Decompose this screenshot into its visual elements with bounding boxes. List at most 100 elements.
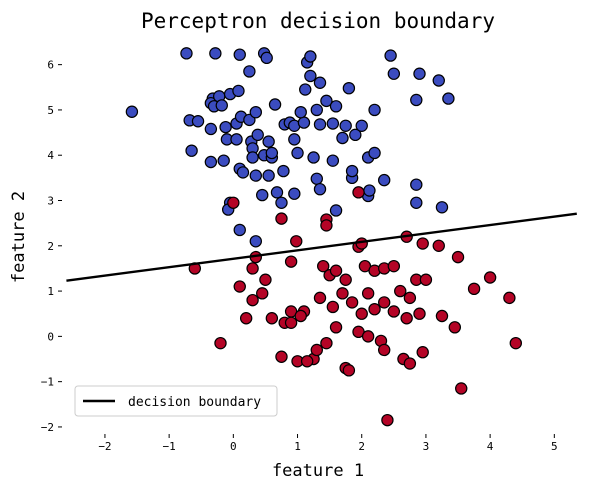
class-0-point [442,92,455,105]
x-tick-label: −2 [98,440,111,453]
class-1-point [284,255,298,268]
class-0-point [297,116,311,129]
class-0-point [299,83,312,96]
class-0-point [310,172,323,185]
class-0-point [355,119,368,132]
class-1-point [329,264,343,277]
class-1-point [214,336,227,350]
class-0-point [232,84,245,98]
y-tick-label: 1 [47,285,54,298]
class-1-point [246,262,259,275]
class-0-point [326,154,340,167]
class-0-point [262,135,275,148]
class-1-point [451,250,465,264]
class-1-point [361,287,375,300]
class-1-point [275,350,288,363]
class-1-point [361,330,375,343]
class-1-point [503,291,516,305]
class-0-point [219,120,232,134]
class-0-point [230,133,243,146]
class-1-point [275,212,288,225]
class-0-point [233,48,246,61]
class-1-point [419,273,433,286]
class-0-point [180,47,193,60]
x-axis-label: feature 1 [272,461,364,481]
class-1-point [377,343,391,357]
class-0-point [209,47,222,60]
class-0-point [349,128,362,142]
class-0-point [410,93,423,107]
class-1-point [239,312,253,325]
y-tick-label: 0 [47,330,54,343]
class-1-point [246,293,259,307]
class-1-point [467,282,481,296]
class-0-point [387,67,401,80]
class-0-point [410,196,423,209]
class-0-point [413,67,426,80]
class-0-point [185,144,198,157]
class-1-point [352,186,365,199]
class-0-point [320,94,333,108]
class-0-point [410,178,423,191]
class-1-point [320,219,333,232]
class-1-point [455,382,468,395]
class-0-point [275,196,288,209]
class-0-point [432,74,445,87]
y-tick-label: 6 [47,59,54,72]
class-0-point [246,151,259,164]
class-1-point [310,343,323,357]
class-0-point [262,169,275,182]
class-0-point [249,235,263,248]
class-0-point [215,99,228,112]
class-0-point [260,51,273,65]
x-tick-label: 1 [294,440,301,453]
class-1-point [326,300,340,314]
class-0-point [270,186,284,199]
x-axis: −2 −1 0 1 2 3 4 5 [98,434,558,453]
class-0-point [243,65,256,78]
class-1-point [300,355,314,368]
y-tick-label: 5 [47,104,54,117]
y-tick-label: 2 [47,240,54,253]
x-tick-label: 4 [487,440,494,453]
class-1-point [377,296,391,309]
class-0-point [313,76,327,89]
class-1-point [320,336,333,350]
class-1-point [290,235,303,248]
class-0-point [277,164,290,178]
chart-title: Perceptron decision boundary [141,9,495,33]
class-0-point [329,100,343,113]
class-1-point [317,259,330,273]
x-tick-label: 3 [423,440,430,453]
class-0-point [265,146,279,160]
legend-label: decision boundary [128,395,261,410]
class-1-point [233,280,246,293]
class-0-point [377,173,391,187]
class-1-point [483,271,497,284]
class-0-point [313,182,327,196]
class-0-point [288,187,301,200]
class-0-point [368,103,381,117]
class-0-point [291,146,304,160]
class-1-point [403,357,417,370]
class-1-point [284,316,298,329]
class-0-point [329,204,343,217]
class-1-point [342,364,356,377]
y-tick-label: 3 [47,195,54,208]
class-0-point [204,122,218,136]
class-0-point [217,154,230,167]
y-axis: −2 −1 0 1 2 3 4 5 6 [41,59,62,434]
class-0-point [233,223,246,237]
class-1-point [355,307,368,320]
class-1-point [413,307,426,320]
y-tick-label: −2 [41,421,54,434]
legend: decision boundary [74,385,278,417]
class-1-point [432,239,445,252]
class-1-point [387,305,401,318]
class-1-point [394,284,407,298]
class-0-point [191,115,205,128]
class-0-point [256,188,269,202]
class-1-point [339,273,352,286]
class-0-point [339,119,352,132]
